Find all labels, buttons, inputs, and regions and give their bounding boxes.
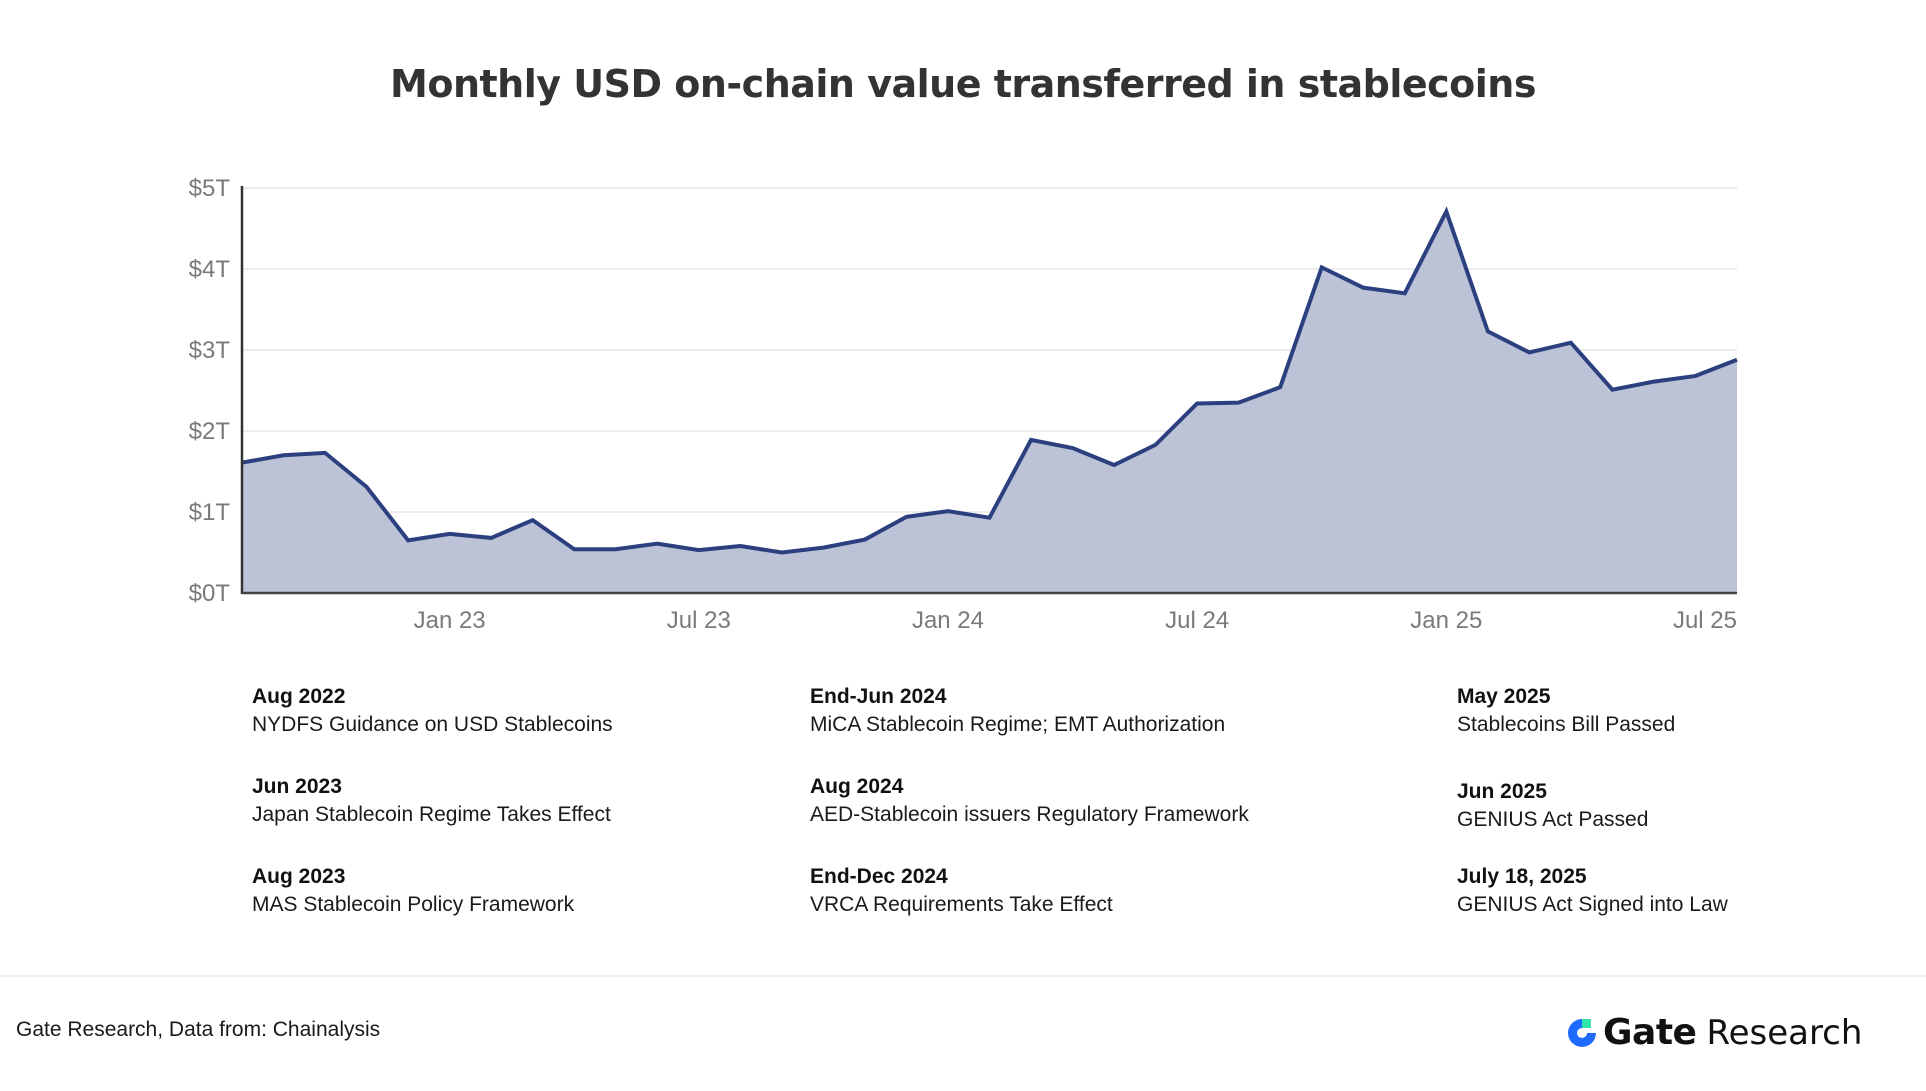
area-layer — [241, 206, 1738, 594]
event-description: AED-Stablecoin issuers Regulatory Framew… — [810, 803, 1249, 826]
axes — [240, 186, 1737, 595]
events-column-2: End-Jun 2024 MiCA Stablecoin Regime; EMT… — [810, 683, 1249, 953]
event-date: July 18, 2025 — [1457, 865, 1587, 888]
x-tick-label: Jul 25 — [1673, 607, 1737, 634]
area-chart: $0T $1T $2T $3T $4T $5T Jan 23 Jul 23 Jan 24 Jul… — [189, 175, 1738, 634]
event-item: End-Dec 2024 VRCA Requirements Take Effe… — [810, 863, 1249, 953]
event-description: NYDFS Guidance on USD Stablecoins — [252, 713, 613, 736]
gate-logo-icon — [1568, 1018, 1596, 1047]
source-attribution: Gate Research, Data from: Chainalysis — [16, 1018, 381, 1041]
event-description: Stablecoins Bill Passed — [1457, 713, 1676, 736]
y-tick-label: $1T — [189, 499, 231, 526]
event-item: Jun 2025 GENIUS Act Passed — [1457, 778, 1728, 863]
event-date: End-Dec 2024 — [810, 865, 948, 888]
event-description: MiCA Stablecoin Regime; EMT Authorizatio… — [810, 713, 1226, 736]
event-item: End-Jun 2024 MiCA Stablecoin Regime; EMT… — [810, 683, 1249, 773]
event-description: Japan Stablecoin Regime Takes Effect — [252, 803, 611, 826]
event-item: Jun 2023 Japan Stablecoin Regime Takes E… — [252, 773, 613, 863]
event-date: End-Jun 2024 — [810, 685, 947, 708]
logo-brand-text: Gate — [1603, 1012, 1697, 1053]
gate-research-logo: Gate Research — [1565, 1012, 1862, 1053]
event-date: Jun 2023 — [252, 775, 342, 798]
chart-title: Monthly USD on-chain value transferred i… — [390, 62, 1536, 106]
event-item: Aug 2023 MAS Stablecoin Policy Framework — [252, 863, 613, 953]
y-tick-labels: $0T $1T $2T $3T $4T $5T — [189, 175, 231, 607]
event-date: Aug 2022 — [252, 685, 346, 708]
x-tick-label: Jan 24 — [912, 607, 984, 634]
event-date: Aug 2024 — [810, 775, 904, 798]
x-tick-label: Jul 23 — [667, 607, 731, 634]
event-item: May 2025 Stablecoins Bill Passed — [1457, 683, 1728, 778]
logo-sub-text: Research — [1706, 1012, 1863, 1053]
events-column-3: May 2025 Stablecoins Bill Passed Jun 202… — [1457, 683, 1728, 953]
y-tick-label: $4T — [189, 256, 231, 283]
y-tick-label: $5T — [189, 175, 231, 202]
events-column-1: Aug 2022 NYDFS Guidance on USD Stablecoi… — [252, 683, 613, 953]
event-item: Aug 2024 AED-Stablecoin issuers Regulato… — [810, 773, 1249, 863]
y-tick-label: $2T — [189, 418, 231, 445]
event-description: MAS Stablecoin Policy Framework — [252, 893, 575, 916]
event-date: May 2025 — [1457, 685, 1551, 708]
area-fill — [242, 211, 1737, 594]
event-date: Aug 2023 — [252, 865, 346, 888]
event-description: VRCA Requirements Take Effect — [810, 893, 1113, 916]
y-tick-label: $3T — [189, 337, 231, 364]
x-tick-label: Jan 25 — [1410, 607, 1482, 634]
event-date: Jun 2025 — [1457, 780, 1547, 803]
x-tick-label: Jul 24 — [1165, 607, 1229, 634]
footer-divider — [0, 975, 1926, 977]
x-tick-label: Jan 23 — [414, 607, 486, 634]
x-tick-labels: Jan 23 Jul 23 Jan 24 Jul 24 Jan 25 Jul 25 — [414, 607, 1737, 634]
event-description: GENIUS Act Passed — [1457, 808, 1649, 831]
event-item: July 18, 2025 GENIUS Act Signed into Law — [1457, 863, 1728, 953]
y-tick-label: $0T — [189, 580, 231, 607]
event-item: Aug 2022 NYDFS Guidance on USD Stablecoi… — [252, 683, 613, 773]
event-description: GENIUS Act Signed into Law — [1457, 893, 1728, 916]
events-timeline: Aug 2022 NYDFS Guidance on USD Stablecoi… — [0, 683, 1926, 943]
